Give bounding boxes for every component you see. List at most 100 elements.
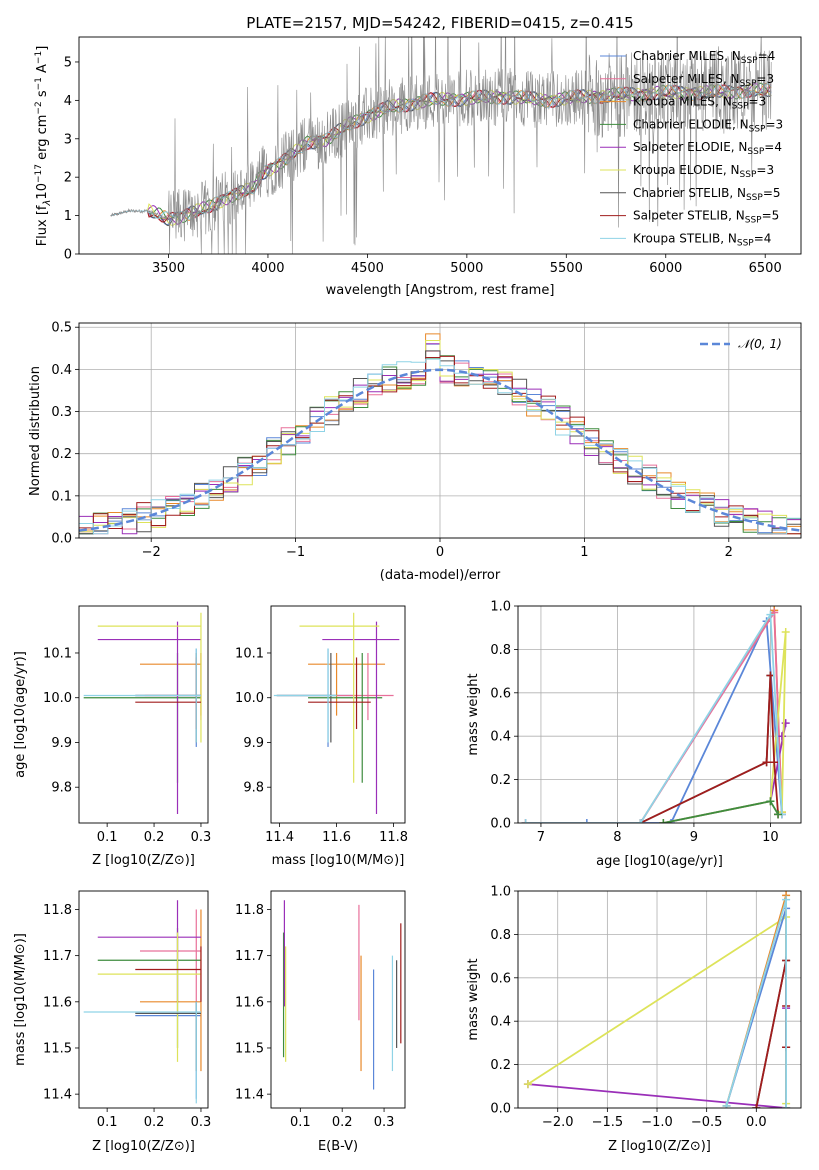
y-tick-label: 0.0: [490, 817, 511, 832]
spectrum-panel: 3500 4000 4500 5000 5500 6000 6500 0 1 2 3 4 5 PLATE=…: [34, 14, 802, 298]
marker: [777, 732, 786, 741]
y-tick-label: 9.8: [243, 781, 264, 796]
x-tick-label: 4500: [351, 261, 384, 276]
series-chabrier-elodie: [659, 797, 783, 823]
legend-entry: Salpeter STELIB, NSSP=5: [633, 209, 779, 226]
series-kroupa-stelib: [521, 610, 786, 823]
x-axis-label: mass [log10(M/M⊙)]: [272, 853, 405, 868]
x-tick-label: 7: [537, 830, 545, 845]
y-tick-label: 0.8: [490, 928, 511, 943]
x-tick-label: 0.2: [144, 1115, 165, 1130]
series-kroupa-stelib: [273, 648, 337, 743]
x-axis-label: E(B-V): [318, 1139, 358, 1154]
y-tick-label: 0: [64, 248, 72, 263]
x-tick-label: 0.2: [144, 830, 165, 845]
y-tick-label: 11.4: [235, 1088, 264, 1103]
x-tick-label: 8: [613, 830, 621, 845]
y-tick-label: 4: [64, 94, 72, 109]
chart-title: PLATE=2157, MJD=54242, FIBERID=0415, z=0…: [246, 14, 633, 32]
marker: [770, 758, 779, 767]
plot-area: [79, 333, 801, 535]
series-kroupa-miles: [521, 606, 786, 823]
legend-entry: Kroupa ELODIE, NSSP=3: [633, 163, 774, 180]
y-tick-label: 1.0: [490, 885, 511, 900]
marker: [766, 797, 775, 806]
series-salpeter-miles: [144, 652, 202, 721]
x-tick-label: 6000: [649, 261, 682, 276]
x-tick-label: 0.1: [97, 830, 118, 845]
x-axis-label: Z [log10(Z/Z⊙)]: [92, 1139, 195, 1154]
legend-entry: Salpeter ELODIE, NSSP=4: [633, 140, 782, 157]
axes-frame: [270, 890, 406, 1109]
y-tick-label: 0.0: [490, 1102, 511, 1117]
series-salpeter-miles: [139, 909, 201, 1002]
x-tick-label: 0.1: [97, 1115, 118, 1130]
series-kroupa-elodie: [97, 612, 202, 743]
x-tick-label: −1.5: [592, 1115, 624, 1130]
x-tick-label: 5000: [450, 261, 483, 276]
y-tick-label: 0.3: [51, 405, 72, 420]
series-data: [110, 37, 772, 254]
x-tick-label: 9: [690, 830, 698, 845]
series-salpeter-elodie: [322, 621, 400, 815]
series-kroupa-miles: [139, 909, 202, 1072]
weight_vs_age-panel: 7 8 9 10 0.0 0.2 0.4 0.6 0.8 1.0 age [log10(age/yr…: [466, 600, 802, 869]
y-axis-label: age [log10(age/yr)]: [13, 651, 28, 778]
y-tick-label: 0.2: [51, 447, 72, 462]
axes-frame: [78, 890, 209, 1109]
marker: [762, 758, 771, 767]
y-tick-label: 11.8: [43, 903, 72, 918]
y-tick-label: 1.0: [490, 600, 511, 615]
weight_vs_Z-panel: −2.0 −1.5 −1.0 −0.5 0.0 0.0 0.2 0.4 0.6 0.8 1.0 Z […: [466, 885, 802, 1154]
series-chabrier-elodie: [97, 927, 201, 1048]
legend-entry: Salpeter MILES, NSSP=3: [633, 72, 774, 89]
x-axis-label: Z [log10(Z/Z⊙)]: [92, 853, 195, 868]
marker: [722, 1101, 731, 1108]
axes-frame: [78, 605, 209, 824]
series-kroupa-stelib: [722, 895, 791, 1108]
y-axis-label: Normed distribution: [28, 366, 43, 496]
y-axis-label: mass weight: [466, 673, 481, 755]
plot-area: [83, 612, 202, 815]
x-tick-label: 2: [725, 545, 733, 560]
x-tick-label: 11.8: [379, 830, 408, 845]
marker: [523, 1080, 532, 1089]
mass_vs_Z-panel: 0.1 0.2 0.3 11.4 11.5 11.6 11.7 11.8 Z [log10(Z/…: [13, 890, 212, 1154]
x-tick-label: −0.5: [691, 1115, 723, 1130]
legend: Chabrier MILES, NSSP=4 Salpeter MILES, NS…: [600, 49, 783, 248]
y-tick-label: 0.4: [51, 363, 72, 378]
series-kroupa-stelib: [83, 1001, 201, 1104]
x-tick-label: 0.3: [191, 830, 212, 845]
y-tick-label: 10.1: [235, 646, 264, 661]
series-salpeter-stelib: [752, 956, 791, 1108]
axes-frame: [517, 605, 802, 824]
plot-area: [110, 37, 772, 254]
x-tick-label: 1: [580, 545, 588, 560]
marker: [521, 819, 530, 823]
series-kroupa-miles: [308, 652, 386, 716]
y-axis-label: mass weight: [466, 958, 481, 1040]
marker: [782, 895, 791, 904]
y-tick-label: 0.4: [490, 1015, 511, 1030]
series-kroupa-stelib: [79, 358, 801, 535]
y-tick-label: 0.2: [490, 1058, 511, 1073]
x-tick-label: 4000: [251, 261, 284, 276]
marker: [636, 819, 645, 823]
legend-entry: Chabrier MILES, NSSP=4: [633, 49, 775, 66]
x-tick-label: 0.0: [746, 1115, 767, 1130]
series-line: [525, 609, 783, 823]
series-kroupa-elodie: [97, 932, 201, 1062]
series-chabrier-miles: [521, 617, 786, 823]
axes-frame: [270, 605, 406, 824]
y-tick-label: 0.0: [51, 532, 72, 547]
y-tick-label: 0.2: [490, 773, 511, 788]
y-tick-label: 11.6: [43, 995, 72, 1010]
marker: [781, 628, 790, 637]
mass_vs_EBV-panel: 0.1 0.2 0.3 11.4 11.5 11.6 11.7 11.8 E(B-V): [235, 890, 406, 1154]
y-tick-label: 2: [64, 171, 72, 186]
legend-entry: Chabrier ELODIE, NSSP=3: [633, 117, 783, 134]
y-tick-label: 9.8: [51, 781, 72, 796]
x-tick-label: 0.3: [191, 1115, 212, 1130]
y-axis-label: Flux [fλ10−17 erg cm−2 s−1 A−1]: [34, 46, 53, 247]
